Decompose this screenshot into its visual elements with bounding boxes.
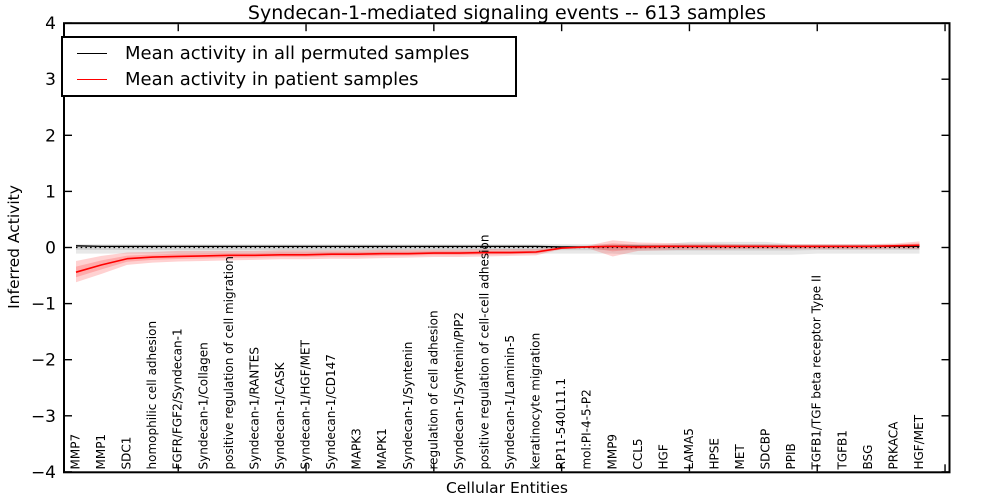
y-tick-label: 0 [45,239,56,259]
x-category-label: BSG [861,445,875,470]
x-axis-label: Cellular Entities [446,479,568,497]
x-category-label: PPIB [784,443,798,469]
x-category-label: LAMA5 [682,428,696,469]
y-tick-label: 2 [45,126,56,146]
y-tick-label: −2 [31,351,56,371]
x-category-label: PRKACA [886,421,900,470]
x-category-label: keratinocyte migration [529,333,543,470]
x-category-label: Syndecan-1/Collagen [196,342,210,469]
legend-line-permuted-icon [77,53,107,55]
y-tick-label: −3 [31,407,56,427]
x-category-label: Syndecan-1/CASK [273,361,287,469]
x-category-label: mol:PI-4-5-P2 [580,389,594,469]
y-tick-label: −1 [31,295,56,315]
legend-label-patient: Mean activity in patient samples [125,68,419,90]
x-category-label: homophilic cell adhesion [145,321,159,470]
x-category-label: SDC1 [120,437,134,470]
x-category-label: regulation of cell adhesion [426,310,440,469]
x-category-label: TGFB1 [835,430,849,470]
x-category-label: Syndecan-1/Syntenin [401,342,415,470]
x-category-label: positive regulation of cell-cell adhesio… [477,235,491,470]
y-tick-label: 3 [45,70,56,90]
x-category-label: MMP7 [69,434,83,470]
x-category-label: Syndecan-1/RANTES [247,347,261,469]
legend-label-permuted: Mean activity in all permuted samples [125,43,470,65]
chart-title: Syndecan-1-mediated signaling events -- … [247,2,767,24]
axes-frame [63,22,951,474]
x-category-label: Syndecan-1/Laminin-5 [503,335,517,469]
y-tick-label: 1 [45,182,56,202]
x-category-label: RP11-540L11.1 [554,378,568,469]
legend-entry-permuted: Mean activity in all permuted samples [63,41,515,67]
x-category-label: HPSE [708,438,722,469]
y-tick-label: −4 [31,463,56,483]
x-category-label: CCL5 [631,438,645,469]
x-category-label: Syndecan-1/HGF/MET [299,339,313,469]
x-category-label: Syndecan-1/CD147 [324,354,338,469]
legend-line-patient-icon [77,78,107,80]
y-tick-label: 4 [45,14,56,34]
x-category-label: MAPK3 [350,428,364,469]
x-category-label: HGF/MET [912,414,926,469]
legend-box: Mean activity in all permuted samples Me… [61,36,517,97]
permuted-band-outer [76,241,920,255]
x-category-label: MMP1 [94,434,108,470]
x-category-label: TGFB1/TGF beta receptor Type II [810,275,824,471]
x-category-label: SDCBP [759,429,773,470]
x-category-label: HGF [656,444,670,469]
y-axis-label: Inferred Activity [5,185,23,309]
x-category-label: MMP9 [605,434,619,470]
patient-mean-line [75,244,920,273]
legend-entry-patient: Mean activity in patient samples [63,67,515,93]
x-category-label: MET [733,444,747,470]
x-category-label: FGFR/FGF2/Syndecan-1 [171,328,185,469]
patient-band-outer [76,240,920,283]
x-category-label: positive regulation of cell migration [222,256,236,469]
x-category-label: Syndecan-1/Syntenin/PIP2 [452,312,466,470]
x-category-label: MAPK1 [375,428,389,469]
